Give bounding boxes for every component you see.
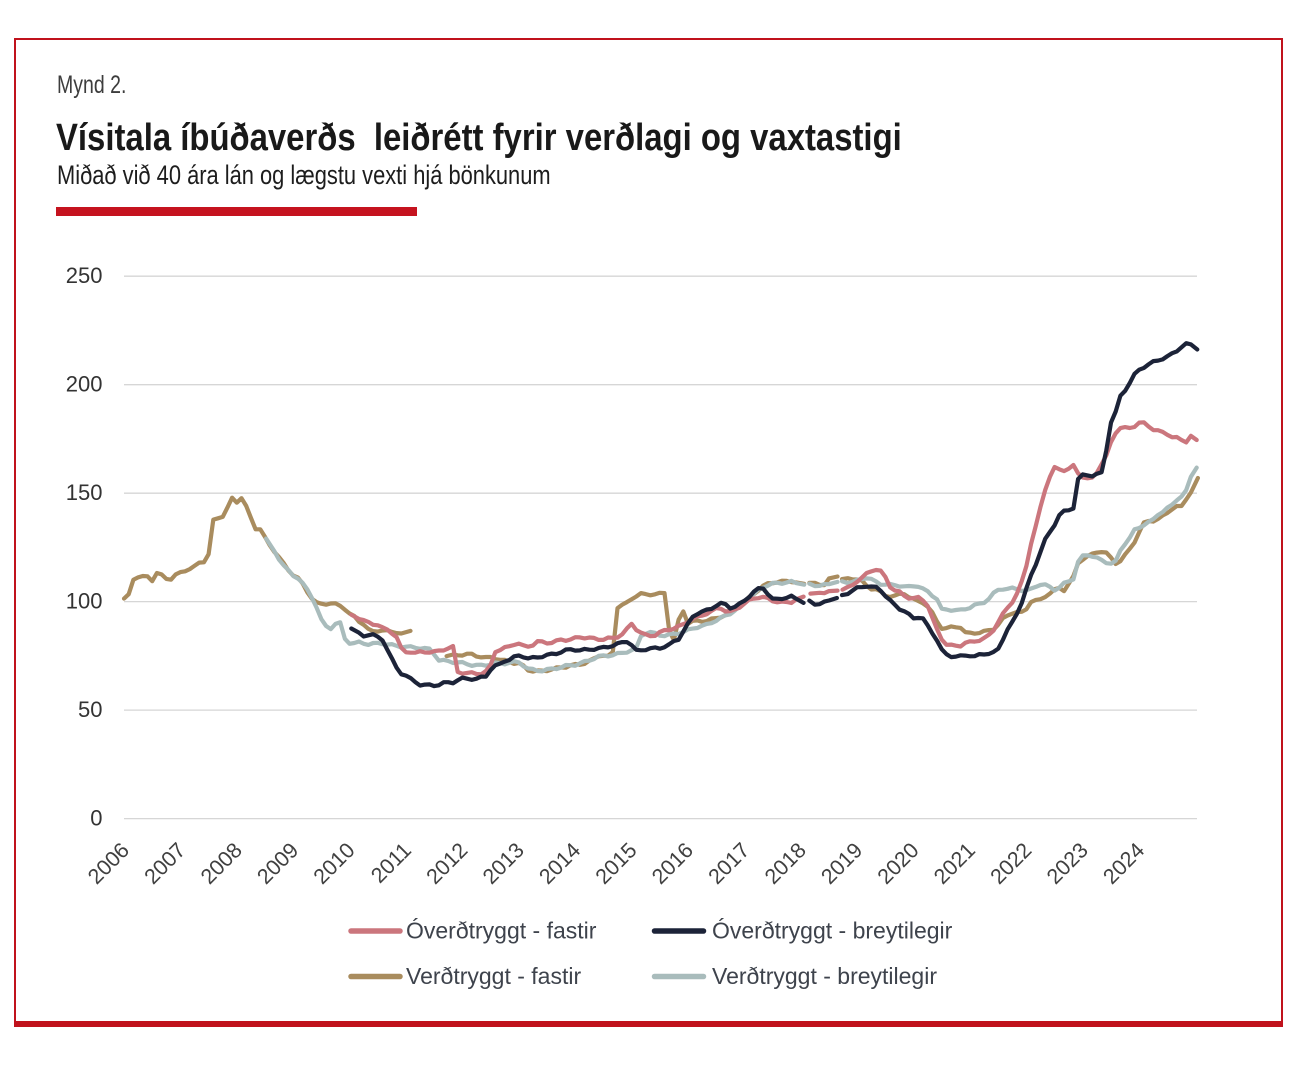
svg-text:2023: 2023 [1042,838,1093,889]
svg-text:250: 250 [66,263,103,288]
svg-text:2012: 2012 [422,838,473,889]
svg-text:2008: 2008 [196,838,247,889]
svg-text:2016: 2016 [647,838,698,889]
svg-text:100: 100 [66,588,103,613]
svg-text:150: 150 [66,480,103,505]
svg-text:2024: 2024 [1098,838,1149,889]
svg-text:2013: 2013 [478,838,529,889]
svg-text:2018: 2018 [760,838,811,889]
svg-text:2015: 2015 [591,838,642,889]
svg-text:Óverðtryggt - fastir: Óverðtryggt - fastir [406,918,597,944]
svg-text:2014: 2014 [534,838,585,889]
svg-text:2010: 2010 [309,838,360,889]
svg-text:0: 0 [90,805,102,830]
svg-text:2020: 2020 [873,838,924,889]
svg-text:50: 50 [78,697,102,722]
svg-text:2009: 2009 [252,838,303,889]
svg-text:2017: 2017 [704,838,755,889]
svg-text:2007: 2007 [140,838,191,889]
svg-text:2021: 2021 [929,838,980,889]
svg-text:2019: 2019 [816,838,867,889]
svg-text:2006: 2006 [83,838,134,889]
svg-text:Óverðtryggt - breytilegir: Óverðtryggt - breytilegir [712,918,953,944]
svg-text:Verðtryggt - breytilegir: Verðtryggt - breytilegir [712,963,937,989]
svg-text:2011: 2011 [366,838,416,888]
svg-text:200: 200 [66,372,103,397]
svg-text:Verðtryggt - fastir: Verðtryggt - fastir [406,963,581,989]
svg-text:2022: 2022 [986,838,1037,889]
